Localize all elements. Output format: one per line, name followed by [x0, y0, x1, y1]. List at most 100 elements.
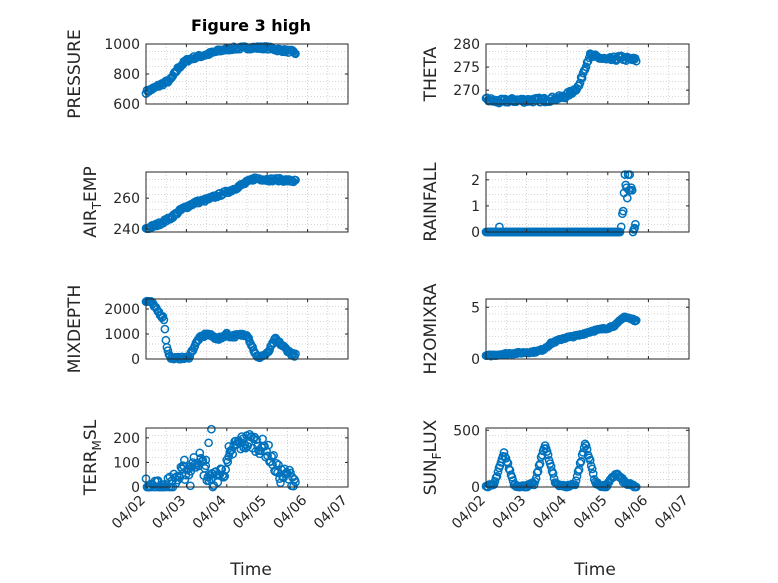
- y-axis-label: PRESSURE: [65, 29, 85, 118]
- data-point: [620, 170, 630, 179]
- data-point: [223, 457, 233, 467]
- data-point: [491, 473, 501, 483]
- data-point: [290, 48, 299, 58]
- subplot-terr-msl: 0 100 200 04/02 04/03 04/04 04/05 04/06 04/07 TER…: [81, 419, 351, 532]
- data-point: [161, 335, 171, 345]
- data-point: [286, 468, 295, 478]
- x-tick-label: 04/07: [652, 493, 692, 533]
- data-point: [163, 346, 173, 355]
- data-point: [504, 464, 514, 474]
- data-point: [588, 469, 598, 479]
- x-tick-label: 04/06: [611, 492, 651, 532]
- y-tick-label: 280: [453, 37, 480, 53]
- y-tick-label: 0: [471, 225, 480, 241]
- data-point: [575, 78, 585, 88]
- subplot-mixdepth: 0 1000 2000 MIXDEPTH: [65, 285, 349, 374]
- data-point: [582, 444, 592, 454]
- data-point: [501, 453, 511, 463]
- y-tick-label: 240: [113, 222, 140, 238]
- data-point: [492, 471, 502, 481]
- y-axis-label: MIXDEPTH: [65, 285, 85, 374]
- data-point: [631, 219, 640, 229]
- data-point: [585, 455, 595, 465]
- y-tick-label: 260: [113, 191, 140, 207]
- data-points: [141, 296, 300, 364]
- data-point: [207, 424, 216, 434]
- data-point: [160, 324, 170, 334]
- y-tick-label: 2: [471, 173, 480, 189]
- data-point: [499, 448, 509, 457]
- y-tick-label: 1000: [104, 37, 140, 53]
- y-tick-label: 0: [131, 352, 140, 368]
- y-tick-label: 0: [471, 480, 480, 496]
- data-point: [224, 442, 234, 451]
- subplot-air-temp: 240 260 AIRTEMP: [81, 166, 349, 238]
- data-point: [631, 56, 641, 66]
- data-point: [533, 466, 543, 476]
- x-tick-label: 04/02: [449, 493, 489, 533]
- y-tick-label: 270: [453, 83, 480, 99]
- y-axis-label: AIRTEMP: [81, 166, 104, 237]
- y-tick-label: 100: [113, 455, 140, 471]
- data-point: [627, 185, 637, 195]
- y-axis-label: SUNFLUX: [421, 419, 444, 495]
- data-point: [244, 333, 253, 343]
- x-tick-label: 04/03: [490, 493, 530, 533]
- data-point: [186, 481, 195, 491]
- y-tick-label: 0: [471, 352, 480, 368]
- data-point: [289, 47, 298, 56]
- data-points: [481, 49, 641, 108]
- figure-title: Figure 3 high: [191, 16, 311, 35]
- data-point: [201, 455, 211, 465]
- x-tick-label: 04/05: [571, 493, 611, 533]
- y-tick-label: 2000: [104, 302, 140, 318]
- data-point: [243, 332, 252, 342]
- x-tick-label: 04/02: [109, 493, 149, 533]
- x-tick-label: 04/04: [530, 492, 570, 532]
- y-tick-label: 0: [131, 480, 140, 496]
- y-tick-label: 800: [113, 67, 140, 83]
- subplot-h2omixra: 0 5 H2OMIXRA: [421, 283, 690, 375]
- data-points: [481, 170, 640, 237]
- data-point: [625, 170, 635, 179]
- x-tick-label: 04/05: [230, 493, 270, 533]
- y-tick-label: 1: [471, 199, 480, 215]
- grid: [485, 171, 690, 233]
- data-point: [570, 480, 580, 490]
- y-tick-label: 5: [471, 300, 480, 316]
- grid: [145, 298, 349, 360]
- x-axis-label-left: Time: [229, 560, 272, 580]
- data-point: [582, 57, 592, 67]
- data-point: [272, 458, 281, 468]
- x-tick-label: 04/07: [311, 493, 351, 533]
- axes-box: [485, 171, 690, 233]
- data-point: [581, 62, 591, 72]
- data-points: [481, 312, 641, 361]
- data-point: [180, 455, 189, 465]
- data-point: [495, 222, 504, 232]
- data-point: [618, 206, 628, 216]
- data-point: [291, 175, 300, 185]
- data-point: [201, 461, 211, 471]
- data-point: [219, 472, 229, 482]
- x-tick-label: 04/06: [271, 492, 311, 532]
- y-axis-label: THETA: [421, 46, 441, 102]
- data-point: [581, 441, 591, 450]
- data-point: [252, 435, 261, 445]
- data-point: [159, 315, 169, 325]
- data-point: [616, 222, 626, 232]
- y-tick-label: 200: [113, 431, 140, 447]
- axes-box: [145, 298, 349, 360]
- data-point: [291, 349, 300, 359]
- data-point: [265, 345, 274, 355]
- data-point: [260, 441, 269, 451]
- data-point: [631, 316, 641, 325]
- x-tick-label: 04/03: [149, 493, 189, 533]
- data-point: [157, 313, 167, 322]
- data-point: [291, 477, 300, 487]
- data-point: [204, 476, 214, 486]
- y-tick-label: 275: [453, 60, 480, 76]
- axes-box: [485, 43, 690, 105]
- y-tick-label: 1000: [104, 327, 140, 343]
